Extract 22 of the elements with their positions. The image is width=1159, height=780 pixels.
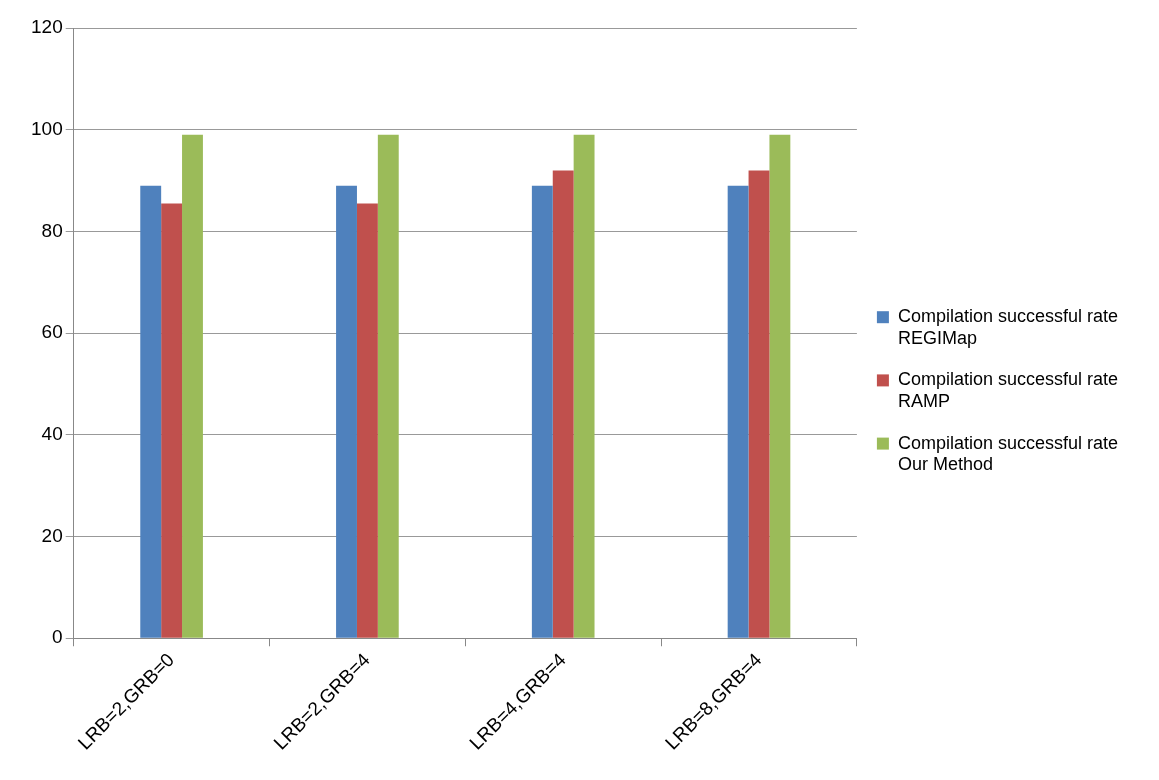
bar	[552, 170, 574, 638]
bar	[182, 134, 203, 638]
bar	[769, 134, 791, 638]
y-tick-label: 120	[31, 16, 63, 38]
y-tick-label: 0	[52, 626, 63, 648]
y-tick-label: 100	[31, 117, 63, 139]
bar	[140, 185, 162, 638]
bar	[727, 185, 749, 638]
bar	[336, 185, 357, 638]
bar	[377, 134, 399, 638]
bar	[356, 203, 378, 638]
legend-label: Compilation successful rate REGIMap	[897, 306, 1119, 348]
y-tick-label: 60	[41, 321, 63, 343]
y-tick-label: 40	[41, 423, 63, 445]
bar	[161, 203, 183, 638]
legend-label: Compilation successful rate Our Method	[897, 432, 1119, 475]
bar	[573, 134, 595, 638]
bar	[531, 185, 553, 638]
y-tick-label: 80	[41, 219, 63, 241]
legend-label: Compilation successful rate RAMP	[897, 369, 1119, 411]
y-tick-label: 20	[41, 524, 63, 546]
bar	[748, 170, 770, 638]
